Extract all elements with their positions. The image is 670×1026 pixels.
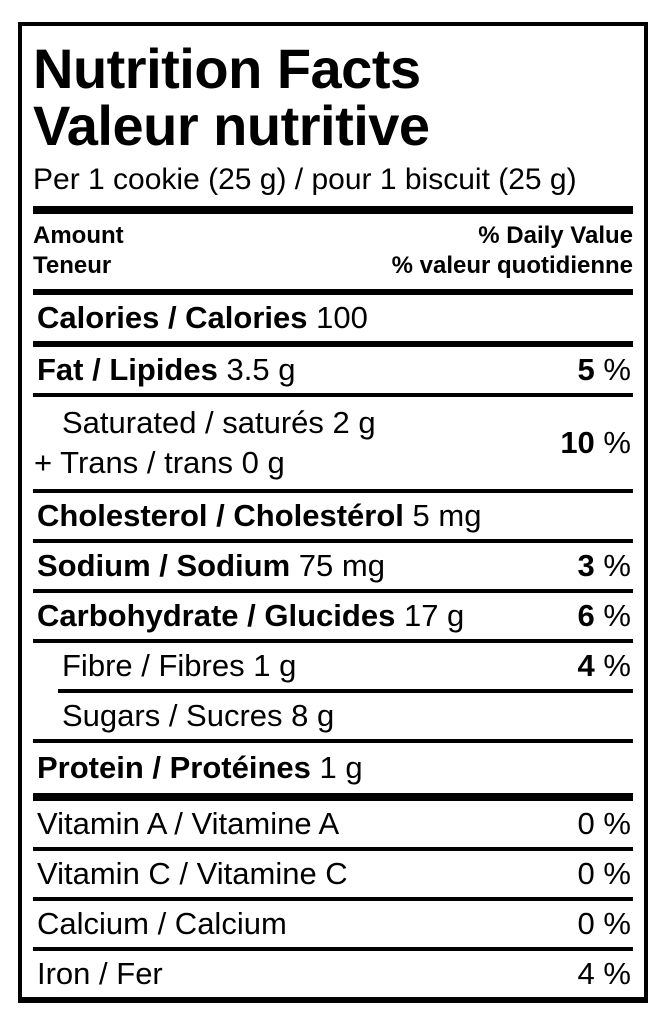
column-header: Amount Teneur % Daily Value % valeur quo… — [33, 214, 633, 289]
daily-value-header-fr: % valeur quotidienne — [391, 252, 633, 279]
divider-vitamin-c — [33, 897, 633, 901]
fat-label: Fat / Lipides — [37, 352, 218, 387]
carbohydrate-daily-value: 6 % — [577, 598, 631, 633]
sodium-label: Sodium / Sodium — [37, 548, 291, 583]
row-fat: Fat / Lipides 3.5 g 5 % — [33, 347, 633, 393]
divider-carbohydrate — [33, 639, 633, 643]
amount-header-en: Amount — [33, 222, 124, 249]
divider-calories — [33, 341, 633, 347]
cholesterol-amount: 5 mg — [412, 498, 482, 533]
fat-daily-value: 5 % — [577, 352, 631, 387]
sugars-label: Sugars / Sucres — [62, 698, 283, 733]
sodium-amount: 75 mg — [298, 548, 385, 583]
title-english: Nutrition Facts — [33, 37, 421, 100]
saturated-label: Saturated / saturés 2 g — [62, 405, 376, 440]
divider-fat — [33, 393, 633, 397]
vitamin-c-daily-value: 0 % — [577, 856, 631, 891]
row-vitamin-a: Vitamin A / Vitamine A 0 % — [33, 801, 633, 847]
row-saturated-trans: Saturated / saturés 2 g + Trans / trans … — [33, 397, 633, 489]
fibre-daily-value: 4 % — [577, 648, 631, 683]
calcium-daily-value: 0 % — [577, 906, 631, 941]
saturated-daily-value: 10 % — [560, 425, 631, 460]
protein-label: Protein / Protéines — [37, 750, 311, 785]
calories-value: 100 — [316, 300, 368, 335]
row-sodium: Sodium / Sodium 75 mg 3 % — [33, 543, 633, 589]
vitamin-a-label: Vitamin A / Vitamine A — [37, 806, 340, 841]
row-iron: Iron / Fer 4 % — [33, 951, 633, 997]
divider-calcium — [33, 947, 633, 951]
row-cholesterol: Cholesterol / Cholestérol 5 mg — [33, 493, 633, 539]
carbohydrate-label: Carbohydrate / Glucides — [37, 598, 396, 633]
title-french: Valeur nutritive — [33, 94, 430, 157]
divider-saturated — [33, 489, 633, 493]
serving-size: Per 1 cookie (25 g) / pour 1 biscuit (25… — [33, 163, 577, 196]
calcium-label: Calcium / Calcium — [37, 906, 287, 941]
nutrition-facts-label: Nutrition Facts Valeur nutritive Per 1 c… — [18, 22, 648, 1003]
amount-header: Amount Teneur — [33, 221, 124, 281]
iron-label: Iron / Fer — [37, 956, 163, 991]
vitamin-a-daily-value: 0 % — [577, 806, 631, 841]
divider-sodium — [33, 589, 633, 593]
row-protein: Protein / Protéines 1 g — [33, 743, 633, 793]
fibre-label: Fibre / Fibres — [62, 648, 245, 683]
divider-header — [33, 289, 633, 295]
daily-value-header: % Daily Value % valeur quotidienne — [392, 221, 633, 281]
row-carbohydrate: Carbohydrate / Glucides 17 g 6 % — [33, 593, 633, 639]
cholesterol-label: Cholesterol / Cholestérol — [37, 498, 404, 533]
row-vitamin-c: Vitamin C / Vitamine C 0 % — [33, 851, 633, 897]
row-calories: Calories / Calories 100 — [33, 295, 633, 341]
divider-vitamin-a — [33, 847, 633, 851]
row-fibre: Fibre / Fibres 1 g 4 % — [33, 643, 633, 689]
sodium-daily-value: 3 % — [577, 548, 631, 583]
divider-thick-top — [33, 206, 633, 214]
label-title: Nutrition Facts Valeur nutritive — [33, 40, 633, 154]
fibre-amount: 1 g — [253, 648, 297, 683]
trans-label: + Trans / trans 0 g — [34, 445, 285, 480]
fat-amount: 3.5 g — [226, 352, 296, 387]
daily-value-header-en: % Daily Value — [478, 222, 633, 249]
divider-cholesterol — [33, 539, 633, 543]
carbohydrate-amount: 17 g — [403, 598, 465, 633]
iron-daily-value: 4 % — [577, 956, 631, 991]
row-sugars: Sugars / Sucres 8 g — [33, 693, 633, 739]
divider-thick-micronutrients — [33, 793, 633, 801]
amount-header-fr: Teneur — [33, 252, 112, 279]
protein-amount: 1 g — [319, 750, 363, 785]
sugars-amount: 8 g — [291, 698, 335, 733]
divider-fibre — [58, 689, 633, 693]
calories-label: Calories / Calories — [37, 300, 308, 335]
vitamin-c-label: Vitamin C / Vitamine C — [37, 856, 348, 891]
divider-sugars — [33, 739, 633, 743]
row-calcium: Calcium / Calcium 0 % — [33, 901, 633, 947]
